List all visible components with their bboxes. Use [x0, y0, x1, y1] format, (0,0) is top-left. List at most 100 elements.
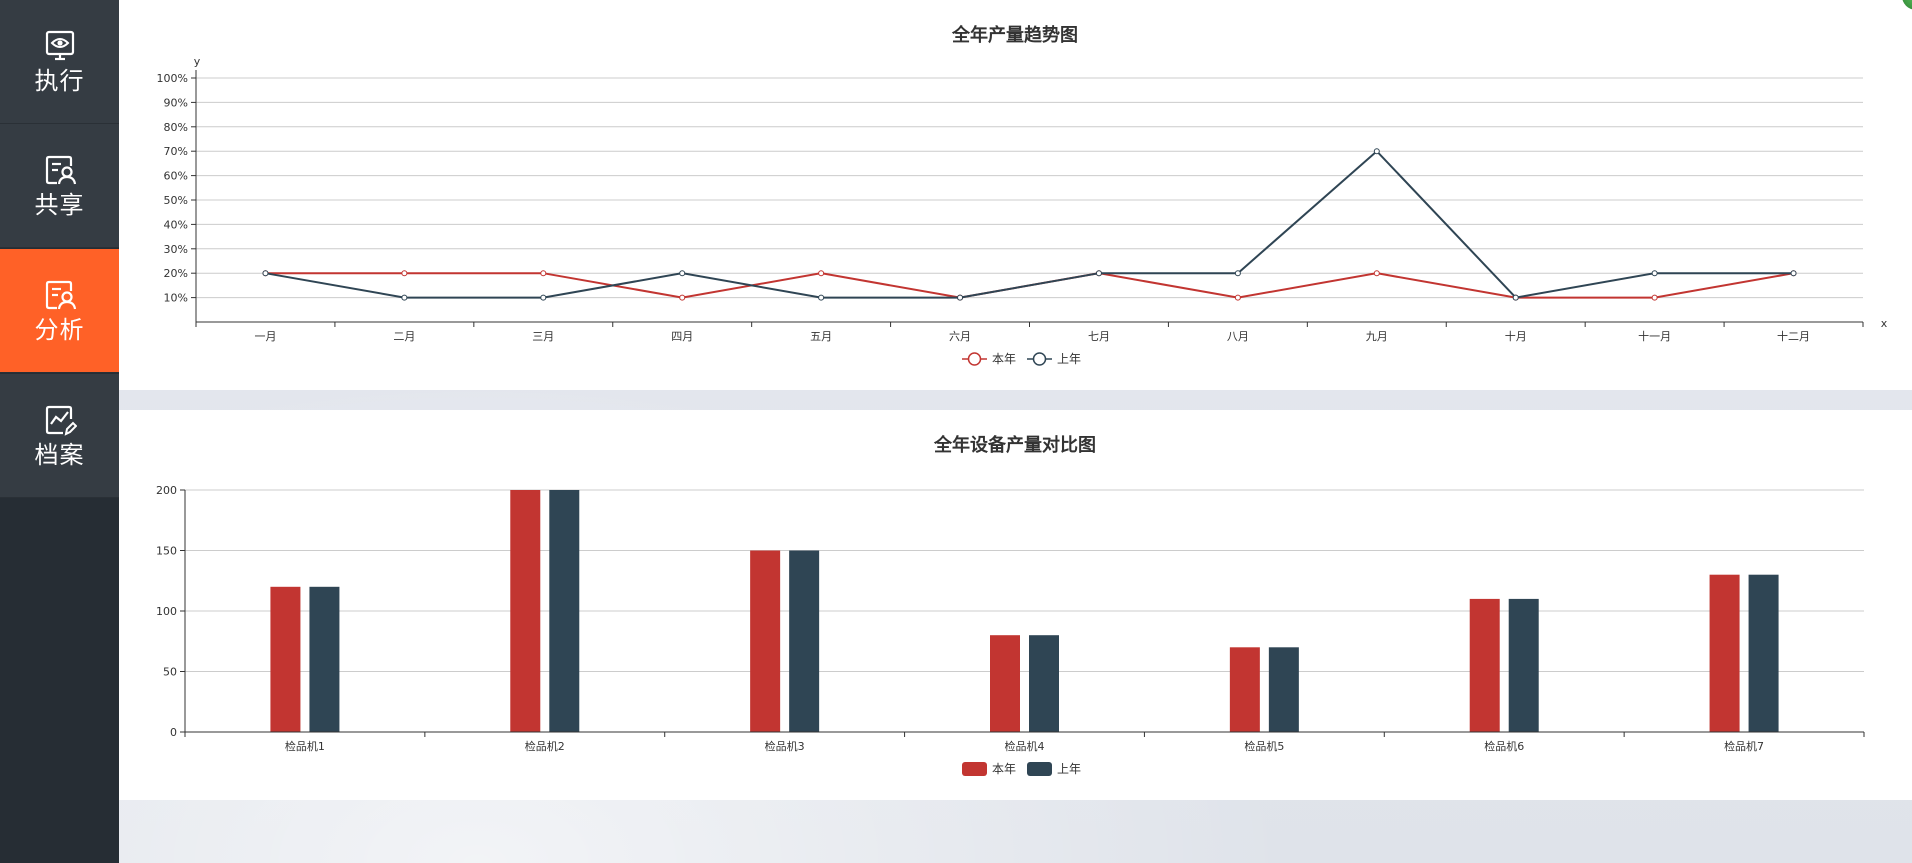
- bar-last-year: [1029, 635, 1059, 732]
- data-point: [1651, 294, 1658, 301]
- legend-label: 上年: [1057, 352, 1081, 366]
- x-tick-label: 一月: [254, 330, 276, 343]
- data-point: [679, 270, 686, 277]
- data-point: [1095, 270, 1102, 277]
- x-axis-name: x: [1881, 317, 1888, 330]
- sidebar-item-archive[interactable]: 档案: [0, 374, 119, 498]
- legend-bar-symbol: [962, 762, 987, 776]
- y-tick-label: 70%: [164, 145, 188, 158]
- data-point: [262, 270, 269, 277]
- legend-bar-symbol: [1027, 762, 1052, 776]
- chart-title: 全年设备产量对比图: [933, 434, 1096, 456]
- eye-icon: [45, 30, 74, 60]
- series-line-last-year: [265, 149, 1794, 299]
- sidebar: 执行 共享 分析: [0, 0, 119, 863]
- bar-current-year: [750, 550, 781, 732]
- main-content: 全年产量趋势图 y x 10% 20% 30% 40% 50% 60% 70% 80% 90% 100%…: [119, 0, 1912, 863]
- x-tick-label: 五月: [810, 330, 832, 343]
- data-point: [401, 294, 408, 301]
- x-tick-label: 十一月: [1638, 329, 1671, 343]
- bar-current-year: [270, 586, 301, 732]
- x-tick-label: 检品机1: [285, 739, 325, 753]
- sidebar-item-execute[interactable]: 执行: [0, 0, 119, 124]
- chart-edit-icon: [45, 405, 77, 436]
- y-tick-label: 0: [170, 726, 177, 739]
- sidebar-item-label: 分析: [34, 315, 85, 344]
- sidebar-item-label: 共享: [34, 190, 85, 219]
- x-tick-label: 七月: [1088, 330, 1110, 343]
- y-tick-label: 20%: [164, 267, 188, 280]
- line-chart: 全年产量趋势图 y x 10% 20% 30% 40% 50% 60% 70% 80% 90% 100%…: [157, 24, 1888, 366]
- x-tick-label: 检品机2: [525, 739, 565, 753]
- y-tick-label: 50%: [164, 194, 188, 207]
- y-tick-label: 150: [156, 545, 177, 558]
- x-tick-label: 检品机7: [1724, 739, 1764, 753]
- y-tick-label: 100%: [157, 72, 188, 85]
- bar-chart: 全年设备产量对比图 0 50 100 150 200 检品机1 检品机2 检品机3 检品机4 检品机…: [156, 434, 1865, 776]
- bar-current-year: [510, 490, 541, 732]
- x-tick-label: 检品机4: [1005, 739, 1045, 753]
- data-point: [1373, 270, 1380, 277]
- legend-circle-symbol: [1032, 352, 1047, 366]
- x-tick-label: 十月: [1505, 329, 1527, 343]
- line-chart-panel: 全年产量趋势图 y x 10% 20% 30% 40% 50% 60% 70% 80% 90% 100%…: [119, 0, 1912, 390]
- bar-current-year: [1469, 598, 1500, 732]
- bar-last-year: [1748, 574, 1779, 732]
- x-tick-label: 二月: [393, 330, 415, 343]
- user-card-icon: [45, 155, 76, 184]
- bar-chart-panel: 全年设备产量对比图 0 50 100 150 200 检品机1 检品机2 检品机3 检品机4 检品机…: [119, 410, 1912, 800]
- bar-current-year: [1229, 647, 1260, 732]
- data-point: [401, 270, 408, 277]
- user-card-icon: [45, 280, 76, 309]
- data-point: [540, 294, 547, 301]
- sidebar-item-analysis[interactable]: 分析: [0, 249, 119, 373]
- sidebar-item-label: 档案: [34, 440, 85, 469]
- y-axis-name: y: [194, 55, 201, 68]
- legend-circle-symbol: [967, 352, 982, 366]
- chart-title: 全年产量趋势图: [951, 24, 1078, 46]
- y-tick-label: 40%: [164, 218, 188, 231]
- legend-label: 本年: [992, 352, 1016, 366]
- y-tick-label: 200: [156, 484, 177, 497]
- sidebar-item-share[interactable]: 共享: [0, 124, 119, 248]
- y-tick-label: 100: [156, 605, 177, 618]
- data-point: [1651, 270, 1658, 277]
- data-point: [1234, 270, 1241, 277]
- x-tick-label: 十二月: [1777, 329, 1810, 343]
- data-point: [679, 294, 686, 301]
- data-point: [957, 294, 964, 301]
- data-point: [540, 270, 547, 277]
- x-tick-label: 四月: [671, 330, 693, 343]
- y-tick-label: 10%: [164, 292, 188, 305]
- bar-current-year: [1709, 574, 1740, 732]
- y-tick-label: 90%: [164, 96, 188, 109]
- bar-current-year: [990, 635, 1020, 732]
- data-point: [1234, 294, 1241, 301]
- y-tick-label: 60%: [164, 170, 188, 183]
- x-tick-label: 检品机6: [1484, 739, 1524, 753]
- data-point: [818, 270, 825, 277]
- y-tick-label: 50: [163, 666, 177, 679]
- legend-label: 上年: [1057, 762, 1081, 776]
- x-tick-label: 检品机5: [1244, 739, 1284, 753]
- bar-last-year: [309, 586, 340, 732]
- bar-last-year: [549, 490, 580, 732]
- data-point: [818, 294, 825, 301]
- bar-last-year: [1508, 598, 1539, 732]
- data-point: [1512, 294, 1519, 301]
- x-tick-label: 六月: [949, 330, 971, 343]
- x-tick-label: 八月: [1227, 330, 1249, 343]
- x-tick-label: 九月: [1366, 330, 1388, 343]
- y-tick-label: 80%: [164, 121, 188, 134]
- x-tick-label: 检品机3: [765, 739, 805, 753]
- x-tick-label: 三月: [532, 330, 554, 343]
- status-indicator: [1902, 0, 1912, 10]
- bar-last-year: [1268, 647, 1299, 732]
- data-point: [1790, 270, 1797, 277]
- data-point: [1373, 148, 1380, 155]
- y-tick-label: 30%: [164, 243, 188, 256]
- legend-label: 本年: [992, 762, 1016, 776]
- bar-last-year: [789, 550, 820, 732]
- sidebar-item-label: 执行: [34, 66, 85, 95]
